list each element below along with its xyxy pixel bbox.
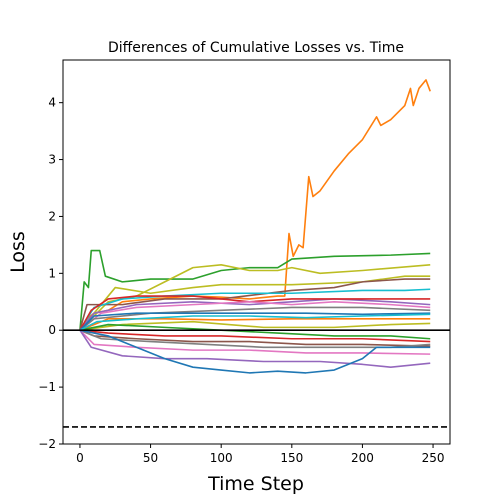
y-axis-label: Loss [7,231,29,273]
y-tick-label: −1 [38,380,56,394]
series-line-19 [79,329,431,368]
x-tick-label: 100 [210,451,233,465]
x-tick-label: 0 [76,451,84,465]
series-line-9 [79,300,431,331]
x-axis-ticks: 0 50 100 150 200 250 [76,444,445,465]
series-line-18 [79,329,431,355]
x-tick-label: 250 [422,451,445,465]
x-tick-label: 200 [351,451,374,465]
y-tick-label: 3 [48,153,56,167]
y-axis-ticks: −2 −1 0 1 2 3 4 [38,96,63,451]
chart-title: Differences of Cumulative Losses vs. Tim… [108,40,404,56]
series-line-21 [79,313,431,331]
series-layer [79,79,431,374]
series-line-14 [79,323,431,340]
y-tick-label: 4 [48,96,56,110]
series-line-8 [79,295,431,331]
series-line-10 [79,306,431,331]
series-line-11 [79,312,431,331]
y-tick-label: 2 [48,209,56,223]
x-axis-label: Time Step [207,473,304,495]
y-tick-label: −2 [38,437,56,451]
x-tick-label: 150 [280,451,303,465]
series-line-20 [79,329,431,374]
series-line-6 [79,288,431,331]
series-line-12 [79,318,431,331]
x-tick-label: 50 [143,451,158,465]
plot-frame [62,59,451,445]
y-tick-label: 0 [48,323,56,337]
series-line-1 [79,79,431,331]
y-tick-label: 1 [48,266,56,280]
series-line-15 [79,329,431,347]
reference-lines [63,329,450,428]
series-line-4 [79,275,431,331]
series-line-16 [79,329,431,343]
series-line-7 [79,298,431,331]
